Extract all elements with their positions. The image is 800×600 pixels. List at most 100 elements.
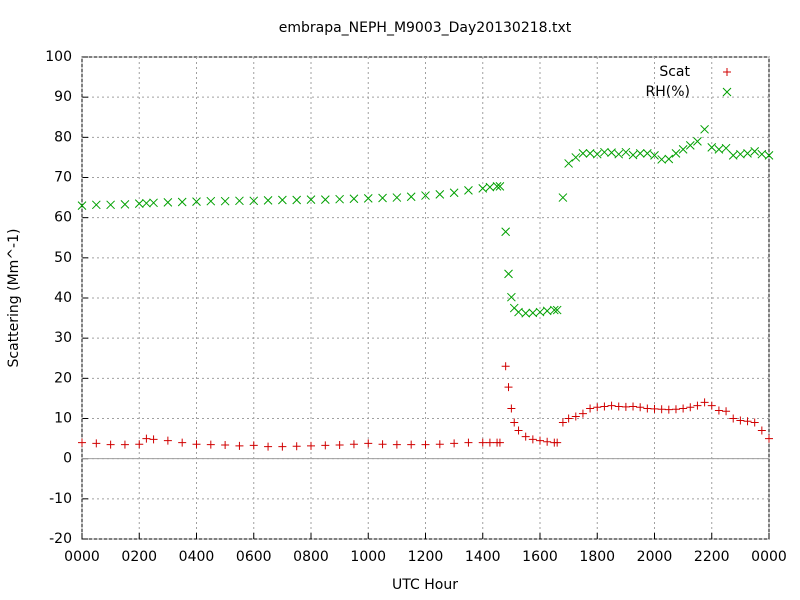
point <box>292 195 302 205</box>
point <box>543 437 552 446</box>
point <box>142 198 151 208</box>
y-tick-label: 70 <box>54 170 72 186</box>
point <box>510 418 519 427</box>
point <box>192 440 201 449</box>
point <box>221 441 230 450</box>
point <box>629 402 638 411</box>
legend-label: RH(%) <box>646 84 690 100</box>
x-tick-label: 1000 <box>350 549 386 565</box>
point <box>249 441 258 450</box>
point <box>335 194 344 204</box>
point <box>722 407 731 416</box>
point <box>485 438 494 447</box>
point <box>464 438 473 447</box>
point <box>621 402 630 411</box>
y-tick-label: 50 <box>54 250 72 266</box>
point <box>664 405 673 414</box>
point <box>501 362 510 371</box>
x-tick-label: 0200 <box>121 549 157 565</box>
point <box>764 151 774 160</box>
x-tick-label: 2200 <box>694 549 730 565</box>
point <box>671 149 681 158</box>
point <box>478 183 488 193</box>
y-tick-label: 80 <box>54 129 72 145</box>
point <box>636 403 645 412</box>
point <box>264 442 273 451</box>
point <box>392 193 402 202</box>
y-axis-label: Scattering (Mm^-1) <box>6 229 22 368</box>
point <box>206 196 216 206</box>
point <box>600 402 609 411</box>
point <box>521 432 530 441</box>
point <box>363 194 373 203</box>
point <box>292 442 301 451</box>
point <box>421 191 430 200</box>
point <box>650 151 659 160</box>
point <box>134 199 144 208</box>
point <box>628 150 638 160</box>
point <box>614 402 623 411</box>
point <box>206 440 215 449</box>
point <box>514 307 523 317</box>
point <box>120 200 130 209</box>
point <box>657 155 667 164</box>
point <box>536 436 544 445</box>
point <box>142 434 151 443</box>
point <box>657 405 666 414</box>
point <box>163 198 173 207</box>
point <box>607 148 616 157</box>
x-tick-label: 0800 <box>293 549 329 565</box>
point <box>495 181 505 191</box>
x-axis-label: UTC Hour <box>392 577 458 593</box>
point <box>106 200 115 210</box>
point <box>679 404 688 413</box>
x-tick-label: 0000 <box>64 549 100 565</box>
point <box>307 441 315 450</box>
point <box>757 149 767 159</box>
point <box>78 438 86 447</box>
point <box>507 404 516 413</box>
point <box>349 194 359 204</box>
x-tick-label: 2000 <box>637 549 673 565</box>
point <box>178 438 187 447</box>
point <box>586 404 595 413</box>
point <box>135 440 144 449</box>
point <box>728 151 738 160</box>
point <box>635 149 645 158</box>
point <box>306 195 316 204</box>
point <box>707 401 716 410</box>
point <box>92 439 101 448</box>
x-tick-label: 0400 <box>179 549 215 565</box>
point <box>693 136 702 146</box>
point <box>592 149 602 159</box>
y-tick-label: 90 <box>54 89 72 105</box>
point <box>364 439 373 448</box>
x-tick-label: 1600 <box>522 549 558 565</box>
point <box>750 418 759 427</box>
point <box>521 308 531 318</box>
point <box>664 154 674 164</box>
point <box>177 197 187 207</box>
point <box>91 200 101 210</box>
point <box>514 426 523 435</box>
legend-marker <box>722 87 732 97</box>
point <box>564 159 573 168</box>
legend-marker <box>723 68 731 76</box>
point <box>729 414 738 423</box>
point <box>149 435 158 444</box>
point <box>278 442 287 451</box>
point <box>743 417 752 426</box>
point <box>163 436 172 445</box>
legend-label: Scat <box>659 64 690 80</box>
y-tick-label: 40 <box>54 290 72 306</box>
point <box>535 307 545 317</box>
point <box>578 409 587 418</box>
point <box>220 196 230 206</box>
point <box>750 147 760 156</box>
point <box>678 145 688 154</box>
point <box>77 201 87 210</box>
y-tick-label: 0 <box>63 451 72 467</box>
point <box>558 418 567 427</box>
x-tick-label: 1200 <box>408 549 444 565</box>
